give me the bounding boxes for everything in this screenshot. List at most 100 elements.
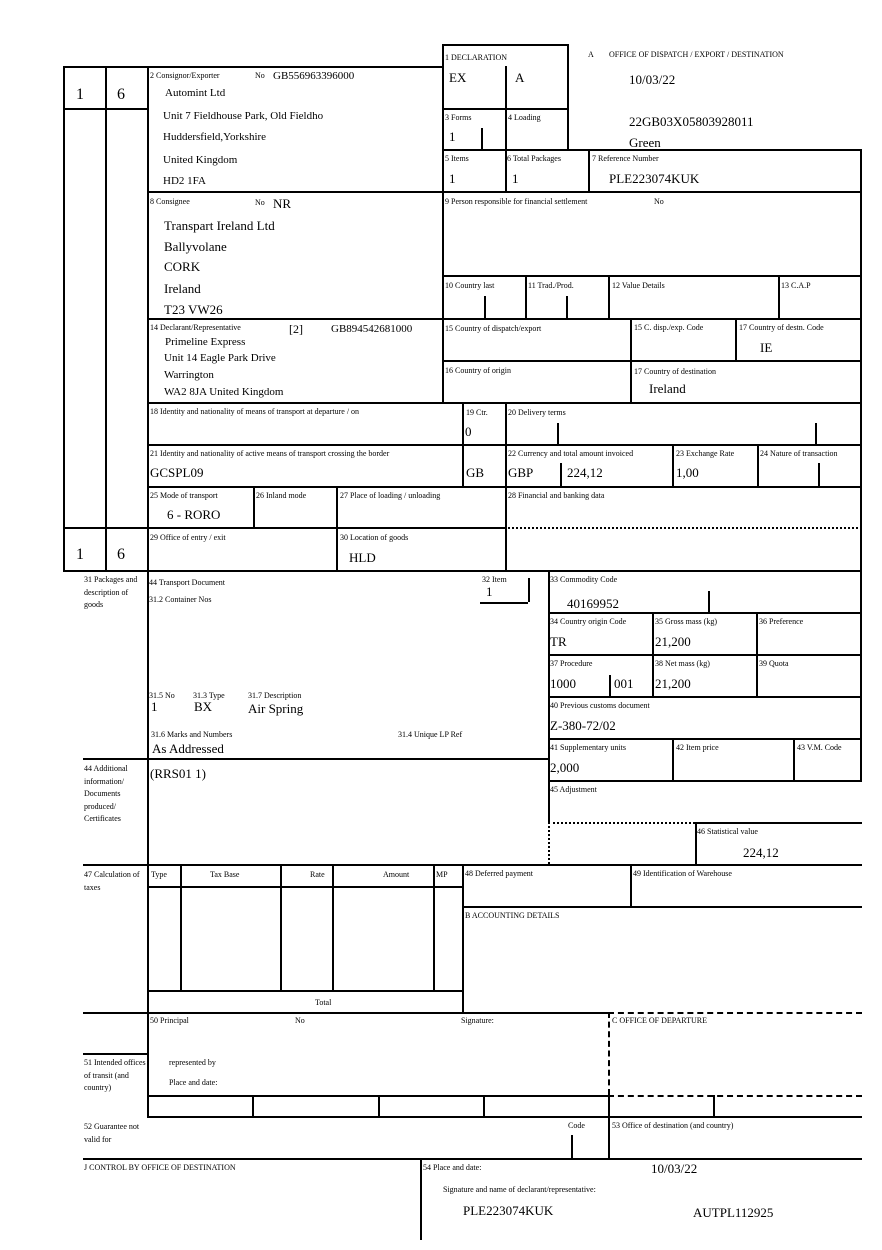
box48-label: 48 Deferred payment: [465, 869, 533, 878]
box21-label: 21 Identity and nationality of active me…: [150, 449, 390, 458]
package-no: 1: [151, 699, 158, 714]
declarant-line: Primeline Express: [165, 336, 246, 348]
represented-by-label: represented by: [169, 1058, 216, 1067]
accounting-details-label: B ACCOUNTING DETAILS: [465, 911, 560, 920]
box4-label: 4 Loading: [508, 113, 541, 122]
item-number: 1: [486, 584, 493, 599]
box1-label: 1 DECLARATION: [445, 53, 507, 62]
consignor-line: United Kingdom: [163, 154, 238, 166]
box30-label: 30 Location of goods: [340, 533, 409, 542]
consignor-line: HD2 1FA: [163, 175, 206, 187]
declarant-code: AUTPL112925: [693, 1205, 774, 1220]
declarant-signature-label: Signature and name of declarant/represen…: [443, 1185, 596, 1194]
box3-label: 3 Forms: [445, 113, 472, 122]
statistical-value: 224,12: [743, 845, 779, 860]
consignor-line: Unit 7 Fieldhouse Park, Old Fieldho: [163, 110, 324, 122]
invoice-currency: GBP: [508, 465, 534, 480]
box50-no-label: No: [295, 1016, 305, 1025]
box9-no-label: No: [654, 197, 664, 206]
form-number-lower: 1: [76, 546, 84, 563]
box38-label: 38 Net mass (kg): [655, 659, 710, 668]
box32-label: 32 Item: [482, 575, 507, 584]
tax-col-amount: Amount: [383, 870, 410, 879]
box8-label: 8 Consignee: [150, 197, 190, 206]
box17c-label: 17 Country of destn. Code: [739, 323, 824, 332]
box36-label: 36 Preference: [759, 617, 804, 626]
box26-label: 26 Inland mode: [256, 491, 307, 500]
box31-label: 31 Packages and description of goods: [84, 575, 138, 609]
border-transport-nationality: GB: [466, 465, 485, 480]
box33-label: 33 Commodity Code: [550, 575, 618, 584]
invoice-amount: 224,12: [567, 465, 603, 480]
declaration-type: EX: [449, 70, 467, 85]
transport-document-label: 44 Transport Document: [149, 578, 225, 587]
additional-information: (RRS01 1): [150, 766, 206, 781]
container-nos-label: 31.2 Container Nos: [149, 595, 212, 604]
origin-country-code: TR: [550, 634, 567, 649]
office-title: OFFICE OF DISPATCH / EXPORT / DESTINATIO…: [609, 50, 784, 59]
tax-col-rate: Rate: [310, 870, 325, 879]
declaration-subtype: A: [515, 70, 525, 85]
box39-label: 39 Quota: [759, 659, 789, 668]
box40-label: 40 Previous customs document: [550, 701, 650, 710]
box42-label: 42 Item price: [676, 743, 719, 752]
goods-location: HLD: [349, 550, 376, 565]
box18-label: 18 Identity and nationality of means of …: [150, 407, 360, 416]
box43-label: 43 V.M. Code: [797, 743, 842, 752]
consignee-line: Ballyvolane: [164, 239, 227, 254]
office-box-letter: A: [588, 50, 594, 59]
box17-label: 17 Country of destination: [634, 367, 716, 376]
transport-mode: 6 - RORO: [167, 507, 221, 522]
declarant-name: PLE223074KUK: [463, 1203, 554, 1218]
box8-no-label: No: [255, 198, 265, 207]
destination-country: Ireland: [649, 381, 686, 396]
control-office-label: J CONTROL BY OFFICE OF DESTINATION: [84, 1163, 236, 1172]
marks-and-numbers: As Addressed: [152, 741, 224, 756]
box52-label: 52 Guarantee not valid for: [84, 1122, 140, 1144]
box13-label: 13 C.A.P: [781, 281, 811, 290]
box34-label: 34 Country origin Code: [550, 617, 627, 626]
box10-label: 10 Country last: [445, 281, 495, 290]
mrn-number: 22GB03X05803928011: [629, 114, 754, 129]
box14-label: 14 Declarant/Representative: [150, 323, 241, 332]
box53-label: 53 Office of destination (and country): [612, 1121, 734, 1130]
office-of-departure-label: C OFFICE OF DEPARTURE: [612, 1016, 708, 1025]
form-number: 1: [76, 86, 84, 103]
box28-label: 28 Financial and banking data: [508, 491, 605, 500]
box5-label: 5 Items: [445, 154, 469, 163]
total-packages-value: 1: [512, 171, 519, 186]
box54-label: 54 Place and date:: [423, 1163, 482, 1172]
consignor-line: Huddersfield,Yorkshire: [163, 131, 267, 143]
supplementary-units: 2,000: [550, 760, 580, 775]
route-status: Green: [629, 135, 661, 150]
consignor-line: Automint Ltd: [165, 87, 226, 99]
box22-label: 22 Currency and total amount invoiced: [508, 449, 634, 458]
box46-label: 46 Statistical value: [697, 827, 758, 836]
box2-no-label: No: [255, 71, 265, 80]
reference-number: PLE223074KUK: [609, 171, 700, 186]
box2-label: 2 Consignor/Exporter: [150, 71, 220, 80]
consignee-line: Ireland: [164, 281, 201, 296]
dispatch-date: 10/03/22: [629, 72, 676, 87]
goods-description: Air Spring: [248, 701, 304, 716]
marks-label: 31.6 Marks and Numbers: [151, 730, 233, 739]
border-transport-id: GCSPL09: [150, 465, 204, 480]
declarant-line: Unit 14 Eagle Park Drive: [164, 352, 276, 364]
box15c-label: 15 C. disp./exp. Code: [634, 323, 704, 332]
consignor-eori: GB556963396000: [273, 70, 355, 82]
declaration-date: 10/03/22: [651, 1161, 698, 1176]
box9-label: 9 Person responsible for financial settl…: [445, 197, 588, 206]
box51-label: 51 Intended offices of transit (and coun…: [84, 1058, 146, 1092]
box12-label: 12 Value Details: [612, 281, 665, 290]
box25-label: 25 Mode of transport: [150, 491, 218, 500]
container-indicator: 0: [465, 424, 472, 439]
exchange-rate: 1,00: [676, 465, 699, 480]
box24-label: 24 Nature of transaction: [760, 449, 838, 458]
net-mass: 21,200: [655, 676, 691, 691]
box11-label: 11 Trad./Prod.: [528, 281, 574, 290]
destination-country-code: IE: [760, 340, 773, 355]
package-no-label: 31.5 No: [149, 691, 175, 700]
box20-label: 20 Delivery terms: [508, 408, 566, 417]
gross-mass: 21,200: [655, 634, 691, 649]
tax-col-type: Type: [151, 870, 167, 879]
